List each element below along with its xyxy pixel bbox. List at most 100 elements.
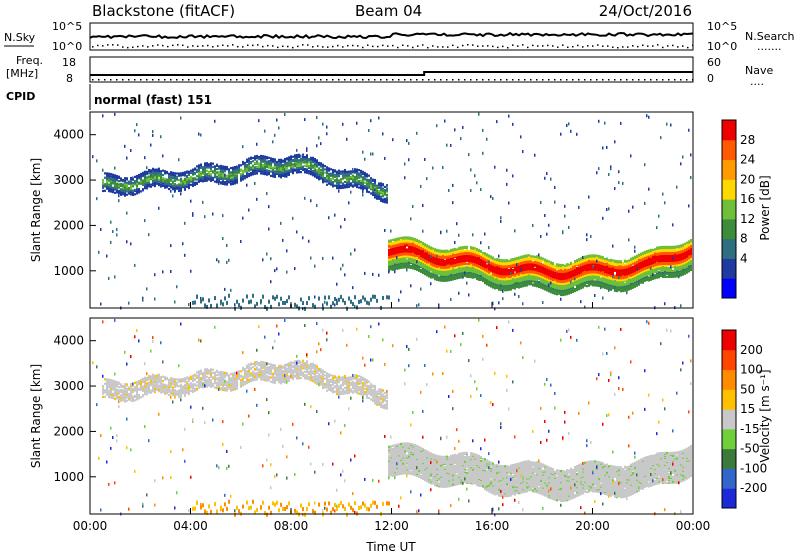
power-cell bbox=[302, 236, 304, 239]
nave-point bbox=[536, 79, 538, 81]
power-cell bbox=[108, 179, 110, 181]
power-cell bbox=[344, 177, 346, 179]
power-cell bbox=[334, 179, 336, 181]
power-cell bbox=[364, 298, 366, 302]
power-cell bbox=[390, 239, 392, 241]
power-cell bbox=[398, 299, 400, 302]
power-cell bbox=[160, 185, 162, 187]
power-cell bbox=[96, 159, 98, 162]
power-cell bbox=[328, 170, 330, 172]
power-cell bbox=[426, 244, 428, 246]
power-cell bbox=[512, 174, 514, 177]
power-cell bbox=[384, 189, 386, 191]
power-cell bbox=[406, 259, 408, 261]
nave-point bbox=[392, 79, 394, 81]
power-cell bbox=[210, 162, 212, 164]
power-cell bbox=[304, 165, 306, 167]
power-cell bbox=[306, 154, 308, 156]
power-cell bbox=[306, 147, 308, 150]
noise-search-point bbox=[457, 47, 459, 49]
power-cell bbox=[230, 167, 232, 169]
power-cell bbox=[364, 172, 366, 174]
power-cell bbox=[332, 181, 334, 183]
power-cell bbox=[340, 295, 342, 299]
power-cell bbox=[196, 175, 198, 177]
power-cell bbox=[126, 190, 128, 192]
power-cell bbox=[208, 171, 210, 173]
nave-point bbox=[416, 79, 418, 81]
power-cell bbox=[230, 182, 232, 184]
power-cell bbox=[410, 284, 412, 287]
noise-search-point bbox=[352, 45, 354, 47]
power-cell bbox=[292, 165, 294, 167]
power-cell bbox=[362, 295, 364, 299]
power-cell bbox=[144, 219, 146, 222]
power-cell bbox=[280, 159, 282, 161]
power-cell bbox=[264, 159, 266, 161]
power-cell bbox=[554, 201, 556, 204]
freq-label-2: [MHz] bbox=[6, 67, 38, 80]
power-cell bbox=[298, 161, 300, 163]
power-cell bbox=[476, 255, 478, 257]
power-cell bbox=[356, 122, 358, 125]
power-cell bbox=[374, 188, 376, 191]
power-cell bbox=[322, 167, 324, 169]
nave-point bbox=[194, 79, 196, 81]
noise-search-point bbox=[327, 46, 329, 48]
power-cell bbox=[308, 158, 310, 160]
power-cell bbox=[576, 283, 578, 285]
power-cell bbox=[534, 268, 536, 270]
power-cell bbox=[158, 183, 160, 185]
power-cell bbox=[518, 268, 520, 270]
power-cell bbox=[534, 256, 536, 258]
power-cell bbox=[156, 179, 158, 181]
power-cell bbox=[310, 257, 312, 260]
power-cell bbox=[430, 255, 432, 258]
power-cell bbox=[270, 162, 272, 164]
power-cell bbox=[286, 299, 288, 303]
power-cell bbox=[208, 163, 210, 165]
power-cell bbox=[454, 248, 456, 250]
power-cell bbox=[404, 176, 406, 179]
power-cell bbox=[386, 201, 388, 203]
power-cell bbox=[370, 177, 372, 179]
power-cell bbox=[158, 207, 160, 210]
power-cell bbox=[152, 184, 154, 186]
power-cell bbox=[566, 263, 568, 265]
power-cell bbox=[288, 169, 290, 171]
power-cell bbox=[258, 158, 260, 160]
noise-search-point bbox=[112, 44, 114, 46]
power-cell bbox=[238, 164, 240, 166]
power-cell bbox=[320, 162, 322, 164]
power-cell bbox=[368, 175, 370, 177]
power-cell bbox=[544, 177, 546, 180]
power-cell bbox=[548, 287, 550, 289]
power-cell bbox=[164, 178, 166, 180]
power-cell bbox=[108, 277, 110, 280]
power-cell bbox=[436, 249, 438, 251]
power-cell bbox=[256, 171, 258, 173]
power-cell bbox=[332, 173, 334, 175]
power-cell bbox=[288, 172, 290, 174]
power-cell bbox=[328, 173, 330, 175]
power-cell bbox=[484, 233, 486, 236]
power-cell bbox=[148, 233, 150, 236]
power-cell bbox=[322, 171, 324, 173]
noise-right-tick-top: 10^5 bbox=[707, 20, 737, 33]
power-cell bbox=[326, 180, 328, 182]
nave-point bbox=[110, 79, 112, 81]
noise-search-point bbox=[452, 45, 454, 47]
power-cell bbox=[212, 213, 214, 216]
power-cell bbox=[412, 244, 414, 246]
power-cell bbox=[138, 133, 140, 136]
power-cell bbox=[338, 179, 340, 181]
power-cell bbox=[184, 178, 186, 180]
power-cell bbox=[300, 158, 302, 160]
power-cell bbox=[582, 268, 584, 270]
power-cell bbox=[394, 238, 396, 240]
power-cell bbox=[392, 259, 394, 261]
power-cell bbox=[388, 252, 390, 254]
power-cell bbox=[276, 161, 278, 163]
power-cell bbox=[132, 182, 134, 184]
